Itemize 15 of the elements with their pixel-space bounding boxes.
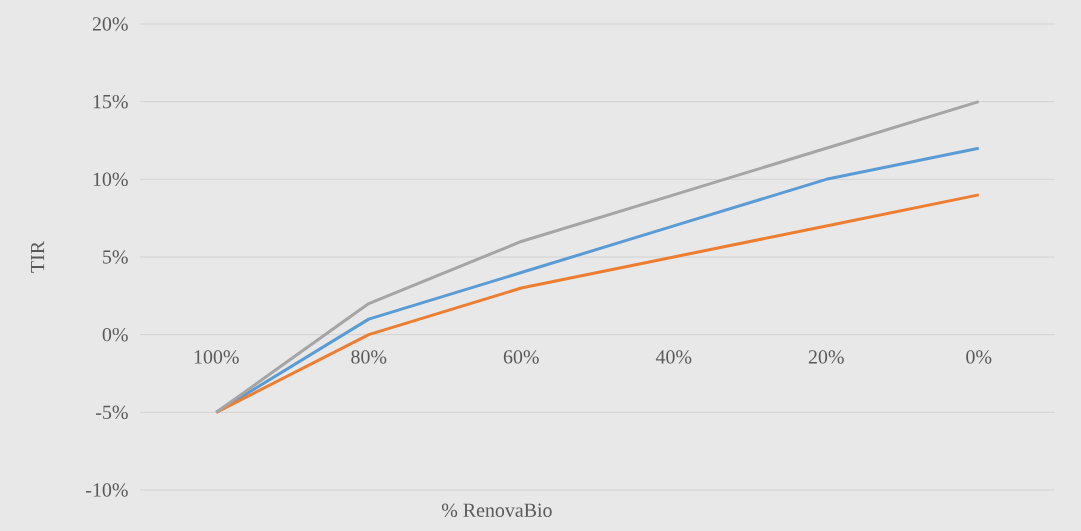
y-tick-label: 0% [102,327,128,342]
y-tick-label: 20% [92,17,128,31]
y-tick-label: 10% [93,172,128,187]
y-axis-title: TIR [31,240,45,273]
x-tick-label: 20% [808,350,844,364]
y-tick-label: -5% [96,405,128,420]
x-tick-label: 60% [503,350,539,364]
x-tick-label: 0% [966,350,992,364]
x-axis-title: % RenovaBio [441,503,552,518]
y-tick-label: 15% [93,94,128,109]
y-tick-label: 5% [103,250,128,264]
x-tick-label: 80% [351,350,387,364]
x-tick-label: 100% [194,350,239,364]
x-tick-label: 40% [655,350,692,364]
y-tick-label: -10% [86,483,128,497]
